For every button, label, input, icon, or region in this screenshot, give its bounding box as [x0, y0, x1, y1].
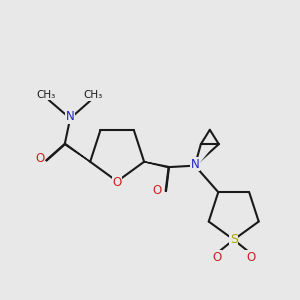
Text: O: O [246, 251, 255, 264]
Text: O: O [212, 251, 221, 264]
Text: S: S [230, 233, 238, 246]
Text: O: O [153, 184, 162, 197]
Text: N: N [190, 158, 199, 171]
Polygon shape [144, 162, 169, 168]
Text: N: N [66, 110, 74, 123]
Text: O: O [35, 152, 44, 165]
Text: CH₃: CH₃ [83, 90, 103, 100]
Text: O: O [112, 176, 122, 189]
Text: CH₃: CH₃ [37, 90, 56, 100]
Polygon shape [64, 143, 90, 162]
